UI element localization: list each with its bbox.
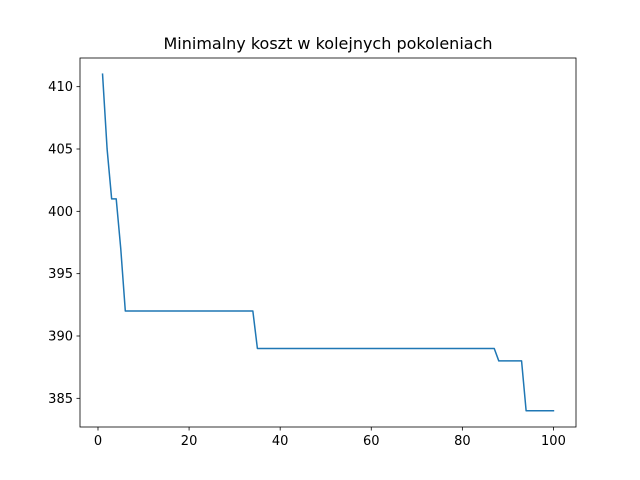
y-tick-label: 385	[48, 392, 73, 407]
x-tick-label: 100	[541, 434, 566, 449]
x-tick-label: 60	[363, 434, 380, 449]
plot-frame	[79, 57, 577, 428]
y-tick-label: 390	[48, 329, 73, 344]
x-tick-label: 0	[94, 434, 102, 449]
x-tick-label: 40	[272, 434, 289, 449]
y-tick-label: 400	[48, 205, 73, 220]
y-tick-label: 395	[48, 267, 73, 282]
series-line-0	[101, 73, 555, 412]
chart-title: Minimalny koszt w kolejnych pokoleniach	[163, 34, 492, 53]
series-layer	[101, 73, 555, 412]
y-tick-label: 405	[48, 143, 73, 158]
y-axis: 385 390 395 400 405 410	[48, 80, 80, 407]
x-tick-label: 80	[454, 434, 471, 449]
x-tick-label: 20	[181, 434, 198, 449]
y-tick-label: 410	[48, 80, 73, 95]
x-axis: 0 20 40 60 80 100	[94, 427, 566, 449]
